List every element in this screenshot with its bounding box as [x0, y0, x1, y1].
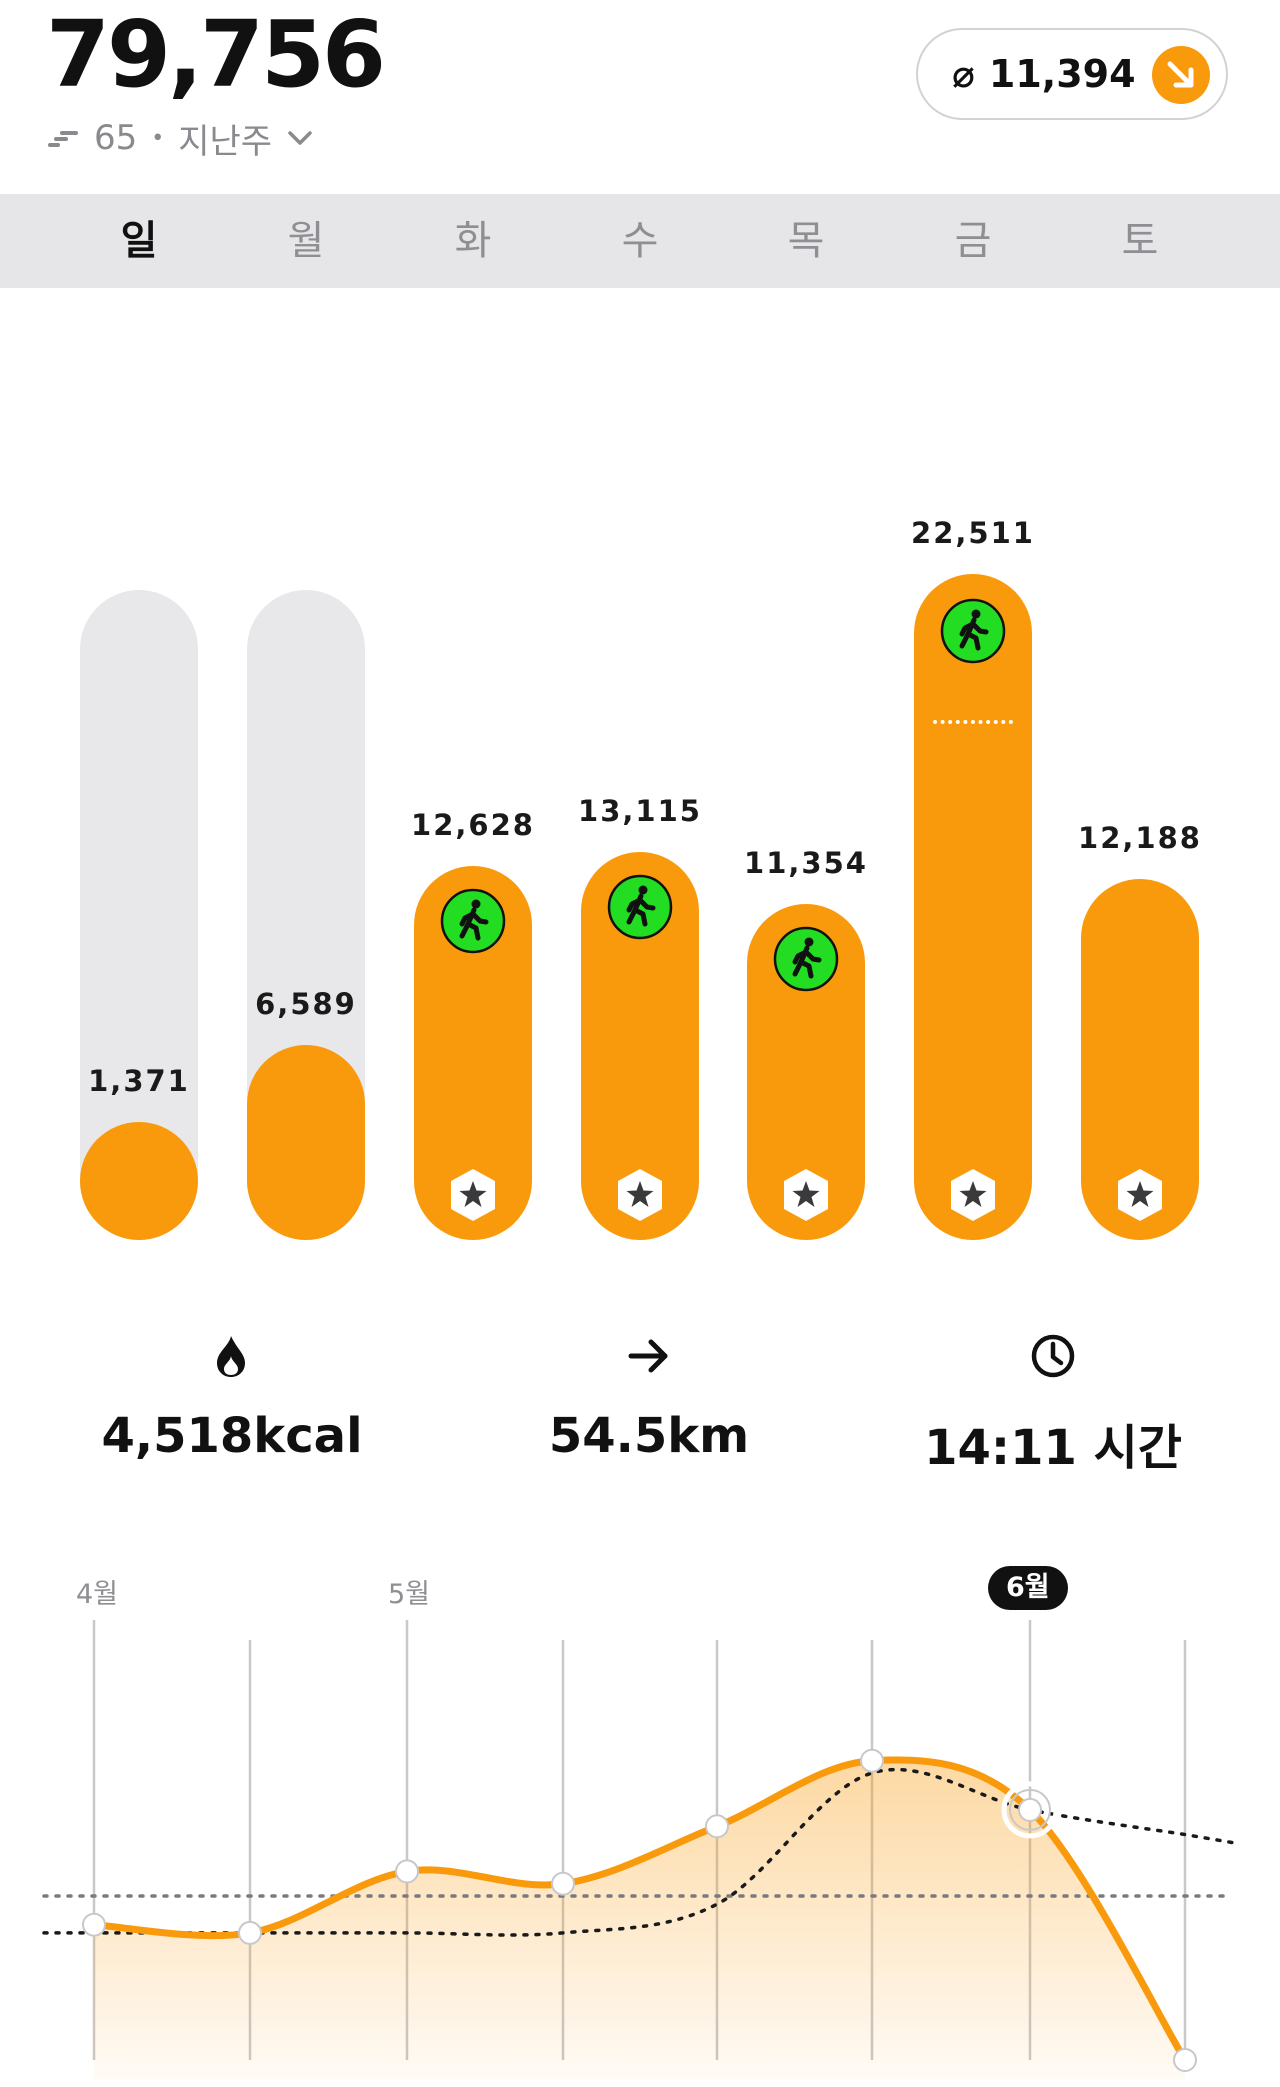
selected-week-marker-ring [1001, 1781, 1059, 1839]
bar-value-label: 13,115 [578, 793, 702, 828]
average-symbol: ⌀ [952, 52, 975, 96]
goal-line [933, 720, 1013, 724]
week-data-point [238, 1920, 262, 1945]
weekday-tab-5[interactable]: 금 [954, 218, 992, 264]
weekday-tab-0[interactable]: 일 [120, 218, 158, 264]
weekday-tab-6[interactable]: 토 [1121, 218, 1159, 264]
flame-icon [217, 1336, 245, 1377]
chevron-down-icon [288, 131, 312, 145]
star-badge-icon [611, 1166, 669, 1224]
bar-value-label: 11,354 [744, 845, 868, 880]
rank-value: 65 [94, 118, 138, 158]
goal-line [600, 720, 680, 724]
goal-line [1100, 720, 1180, 724]
goal-line [433, 720, 513, 724]
weekly-total-steps: 79,756 [46, 1, 386, 108]
week-data-point [395, 1859, 419, 1884]
period-selector[interactable]: 65 • 지난주 [48, 118, 314, 162]
clock-icon [1031, 1334, 1075, 1378]
weekday-tab-4[interactable]: 목 [787, 218, 825, 264]
bar-value-label: 6,589 [255, 986, 357, 1021]
walking-workout-icon[interactable] [773, 926, 839, 992]
average-dotted-line [42, 1767, 1234, 1937]
bar-월[interactable] [247, 1044, 365, 1240]
selected-week-marker-outline [1009, 1788, 1051, 1831]
star-badge-icon [1111, 1166, 1169, 1224]
speed-lines-icon [48, 131, 78, 147]
trend-area [94, 1759, 1185, 2080]
calories-value: 4,518kcal [101, 1408, 363, 1464]
average-steps-pill[interactable]: ⌀ 11,394 [916, 28, 1228, 120]
star-badge-icon [777, 1166, 835, 1224]
selected-week-point [1018, 1797, 1042, 1822]
bar-value-label: 12,188 [1078, 821, 1202, 856]
arrow-down-right-icon [1152, 46, 1210, 104]
bar-value-label: 1,371 [88, 1064, 190, 1098]
bar-value-label: 22,511 [911, 515, 1035, 550]
duration-value: 14:11 시간 [924, 1420, 1182, 1476]
walking-workout-icon[interactable] [440, 888, 506, 954]
bar-금[interactable] [914, 573, 1032, 1240]
week-data-point [860, 1748, 884, 1773]
average-steps-value: 11,394 [988, 52, 1136, 96]
star-badge-icon [444, 1166, 502, 1224]
weekday-tab-3[interactable]: 수 [621, 218, 659, 264]
separator-dot: • [151, 125, 165, 151]
week-data-point [82, 1912, 106, 1937]
daily-steps-chart: 1,371 6,589 12,628 13,115 11,354 22,511 12,188 [0, 300, 1280, 1260]
weekday-tab-1[interactable]: 월 [287, 218, 325, 264]
week-data-point [705, 1814, 729, 1839]
month-label-april[interactable]: 4월 [76, 1579, 119, 1610]
month-label-may[interactable]: 5월 [388, 1579, 431, 1610]
weekly-trend-chart[interactable] [0, 1620, 1280, 2080]
weekday-tab-2[interactable]: 화 [454, 218, 492, 264]
week-data-point [551, 1871, 575, 1896]
bar-value-label: 12,628 [411, 808, 535, 843]
month-label-june-selected[interactable]: 6월 [988, 1566, 1068, 1610]
walking-workout-icon[interactable] [940, 598, 1006, 664]
goal-line [766, 720, 846, 724]
period-label: 지난주 [178, 121, 273, 162]
bar-일[interactable] [80, 1122, 198, 1240]
week-data-point [1173, 2048, 1197, 2072]
star-badge-icon [944, 1166, 1002, 1224]
distance-value: 54.5km [548, 1408, 750, 1464]
walking-workout-icon[interactable] [607, 874, 673, 940]
arrow-right-icon [628, 1339, 668, 1373]
